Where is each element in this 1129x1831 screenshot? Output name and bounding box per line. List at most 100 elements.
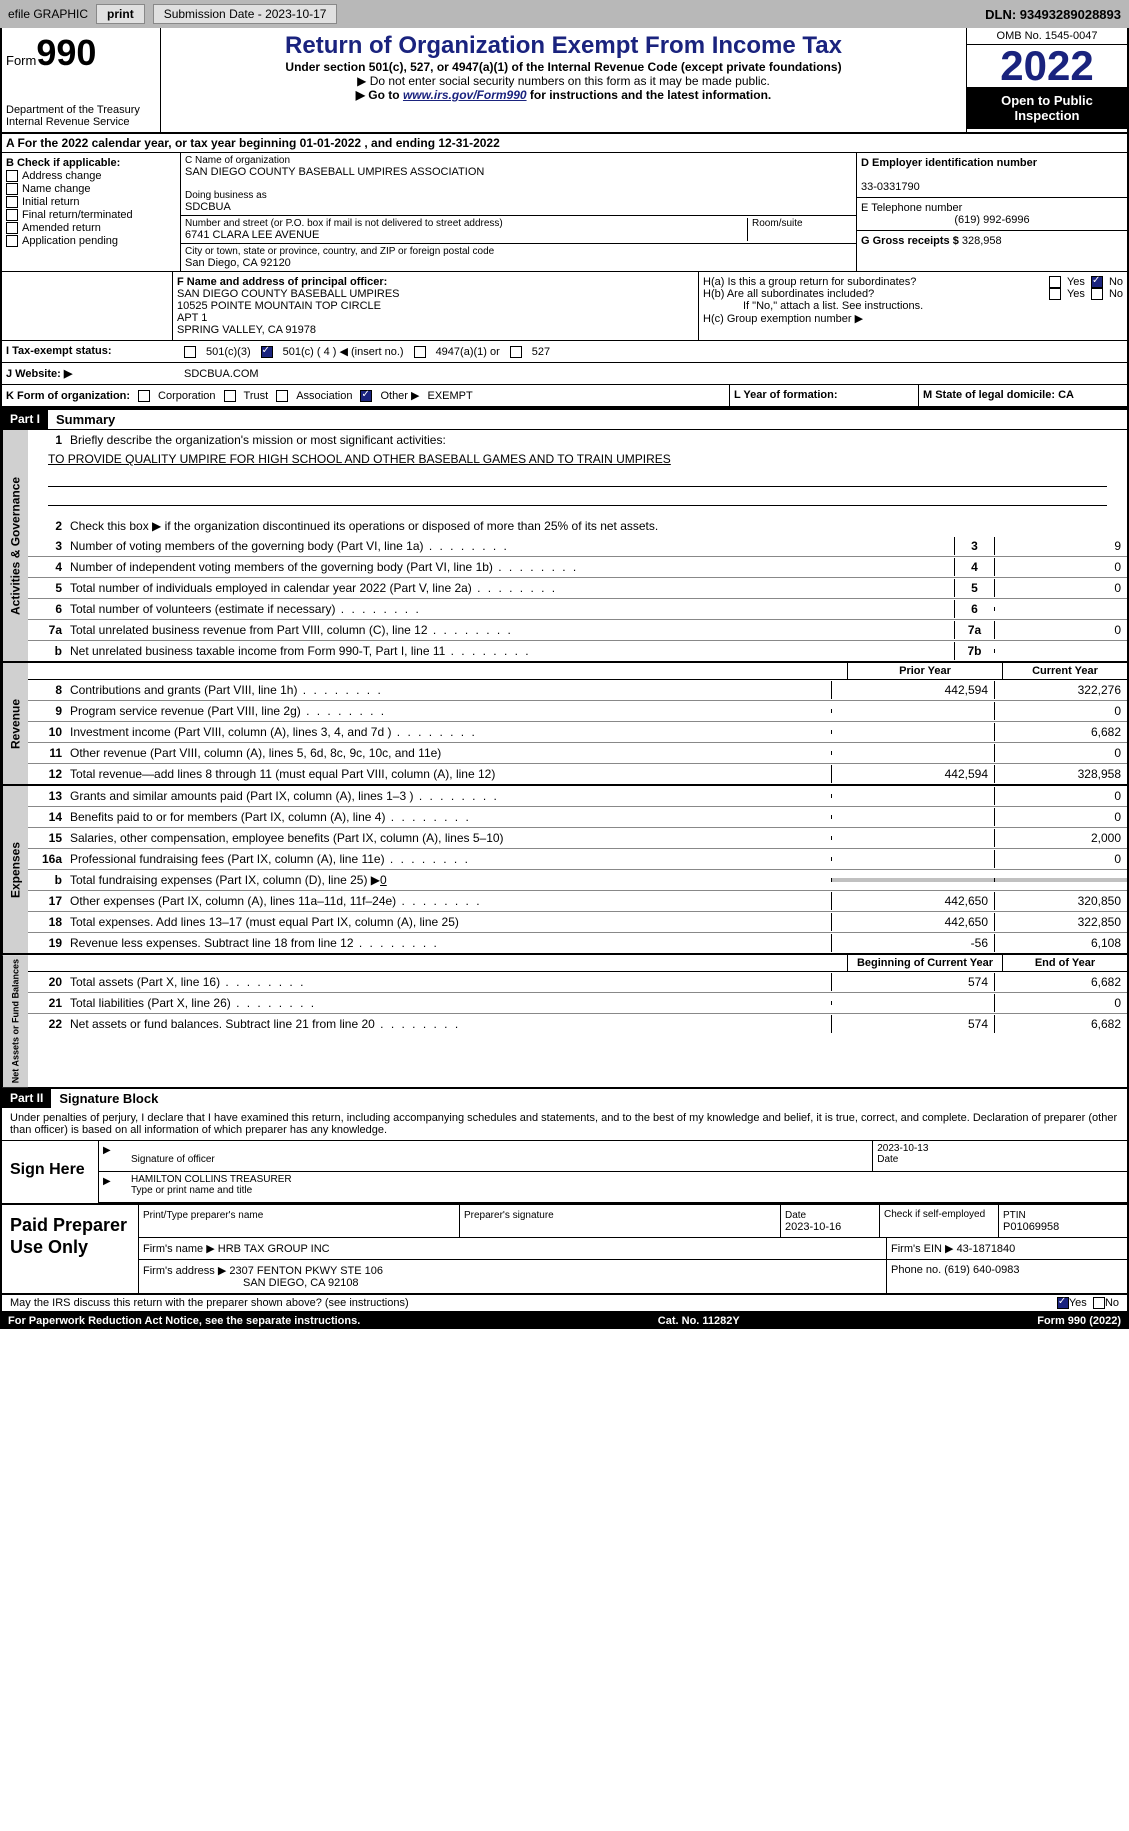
gross-value: 328,958 (962, 235, 1002, 247)
cb-assoc[interactable] (276, 390, 288, 402)
section-governance: Activities & Governance 1Briefly describ… (0, 429, 1129, 663)
form-subtitle-2: ▶ Do not enter social security numbers o… (165, 74, 962, 88)
officer-label: F Name and address of principal officer: (177, 276, 694, 288)
label-app-pending: Application pending (22, 235, 118, 247)
header-right: OMB No. 1545-0047 2022 Open to Public In… (966, 28, 1127, 132)
cb-4947[interactable] (414, 346, 426, 358)
dln-label: DLN: 93493289028893 (985, 7, 1121, 22)
form-word: Form (6, 53, 36, 68)
hb-no: No (1109, 288, 1123, 300)
phone-label: Phone no. (891, 1264, 941, 1276)
l16a-cur: 0 (994, 850, 1127, 868)
checkbox-address-change[interactable] (6, 170, 18, 182)
l20-end: 6,682 (994, 973, 1127, 991)
status-label: I Tax-exempt status: (2, 341, 180, 362)
checkbox-app-pending[interactable] (6, 235, 18, 247)
lbl-4947: 4947(a)(1) or (436, 346, 500, 358)
l11-cur: 0 (994, 744, 1127, 762)
prep-date-value: 2023-10-16 (785, 1221, 841, 1233)
l13-prior (831, 794, 994, 798)
l7a-text: Total unrelated business revenue from Pa… (66, 621, 954, 639)
l10-prior (831, 730, 994, 734)
checkbox-initial-return[interactable] (6, 196, 18, 208)
hb-yes-checkbox[interactable] (1049, 288, 1061, 300)
l8-text: Contributions and grants (Part VIII, lin… (66, 681, 831, 699)
checkbox-name-change[interactable] (6, 183, 18, 195)
l16b-val: 0 (380, 873, 387, 887)
cb-trust[interactable] (224, 390, 236, 402)
l12-text: Total revenue—add lines 8 through 11 (mu… (66, 765, 831, 783)
form-subtitle-3-pre: ▶ Go to (356, 88, 403, 102)
irs-link[interactable]: www.irs.gov/Form990 (403, 88, 527, 102)
l14-text: Benefits paid to or for members (Part IX… (66, 808, 831, 826)
part-1-header: Part I Summary (0, 408, 1129, 429)
l20-text: Total assets (Part X, line 16) (66, 973, 831, 991)
officer-line2: 10525 POINTE MOUNTAIN TOP CIRCLE (177, 300, 694, 312)
firm-name-value: HRB TAX GROUP INC (218, 1243, 330, 1255)
mission-text: TO PROVIDE QUALITY UMPIRE FOR HIGH SCHOO… (28, 450, 1127, 468)
l16b-cur-shaded (994, 878, 1127, 882)
l12-cur: 328,958 (994, 765, 1127, 783)
lbl-527: 527 (532, 346, 550, 358)
l14-prior (831, 815, 994, 819)
form-number: 990 (36, 32, 96, 73)
l3-val: 9 (994, 537, 1127, 555)
pra-notice: For Paperwork Reduction Act Notice, see … (8, 1315, 360, 1327)
l4-text: Number of independent voting members of … (66, 558, 954, 576)
cb-527[interactable] (510, 346, 522, 358)
info-block: B Check if applicable: Address change Na… (0, 153, 1129, 272)
l7b-val (994, 649, 1127, 653)
l9-cur: 0 (994, 702, 1127, 720)
l17-text: Other expenses (Part IX, column (A), lin… (66, 892, 831, 910)
prep-sig-label: Preparer's signature (464, 1210, 554, 1221)
website-value: SDCBUA.COM (180, 363, 1127, 384)
cb-501c3[interactable] (184, 346, 196, 358)
print-button[interactable]: print (96, 4, 145, 24)
l6-text: Total number of volunteers (estimate if … (66, 600, 954, 618)
hb-no-checkbox[interactable] (1091, 288, 1103, 300)
lbl-assoc: Association (296, 390, 352, 402)
ein-value: 33-0331790 (861, 181, 1123, 193)
end-year-header: End of Year (1002, 955, 1127, 971)
label-final-return: Final return/terminated (22, 209, 133, 221)
discuss-text: May the IRS discuss this return with the… (10, 1297, 1057, 1309)
l16a-text: Professional fundraising fees (Part IX, … (66, 850, 831, 868)
vlabel-expenses: Expenses (2, 786, 28, 953)
cb-other[interactable] (360, 390, 372, 402)
hc-label: H(c) Group exemption number ▶ (703, 312, 1123, 325)
l18-prior: 442,650 (831, 913, 994, 931)
checkbox-amended[interactable] (6, 222, 18, 234)
dba-value: SDCBUA (185, 201, 852, 213)
officer-name-value: HAMILTON COLLINS TREASURER (131, 1174, 292, 1185)
l16b-text: Total fundraising expenses (Part IX, col… (70, 873, 380, 887)
ha-no-checkbox[interactable] (1091, 276, 1103, 288)
klm-row: K Form of organization: Corporation Trus… (0, 385, 1129, 408)
current-year-header: Current Year (1002, 663, 1127, 679)
l11-prior (831, 751, 994, 755)
cb-corp[interactable] (138, 390, 150, 402)
addr-label: Number and street (or P.O. box if mail i… (185, 218, 747, 229)
l5-text: Total number of individuals employed in … (66, 579, 954, 597)
efile-label: efile GRAPHIC (8, 7, 88, 21)
discuss-yes-cb[interactable] (1057, 1297, 1069, 1309)
cb-501c[interactable] (261, 346, 273, 358)
discuss-no-cb[interactable] (1093, 1297, 1105, 1309)
l18-cur: 322,850 (994, 913, 1127, 931)
checkbox-final-return[interactable] (6, 209, 18, 221)
m-label: M State of legal domicile: CA (923, 389, 1074, 401)
l10-text: Investment income (Part VIII, column (A)… (66, 723, 831, 741)
other-value: EXEMPT (427, 390, 472, 402)
prep-print-label: Print/Type preparer's name (143, 1210, 263, 1221)
sig-officer-label: Signature of officer (131, 1154, 215, 1165)
header-left: Form990 Department of the Treasury Inter… (2, 28, 161, 132)
paid-preparer-label: Paid Preparer Use Only (2, 1205, 139, 1293)
l12-prior: 442,594 (831, 765, 994, 783)
vlabel-netassets: Net Assets or Fund Balances (2, 955, 28, 1087)
l10-cur: 6,682 (994, 723, 1127, 741)
ha-yes-checkbox[interactable] (1049, 276, 1061, 288)
firm-ein-value: 43-1871840 (957, 1243, 1016, 1255)
l19-text: Revenue less expenses. Subtract line 18 … (66, 934, 831, 952)
ptin-label: PTIN (1003, 1210, 1026, 1221)
vlabel-revenue: Revenue (2, 663, 28, 784)
lbl-trust: Trust (244, 390, 269, 402)
